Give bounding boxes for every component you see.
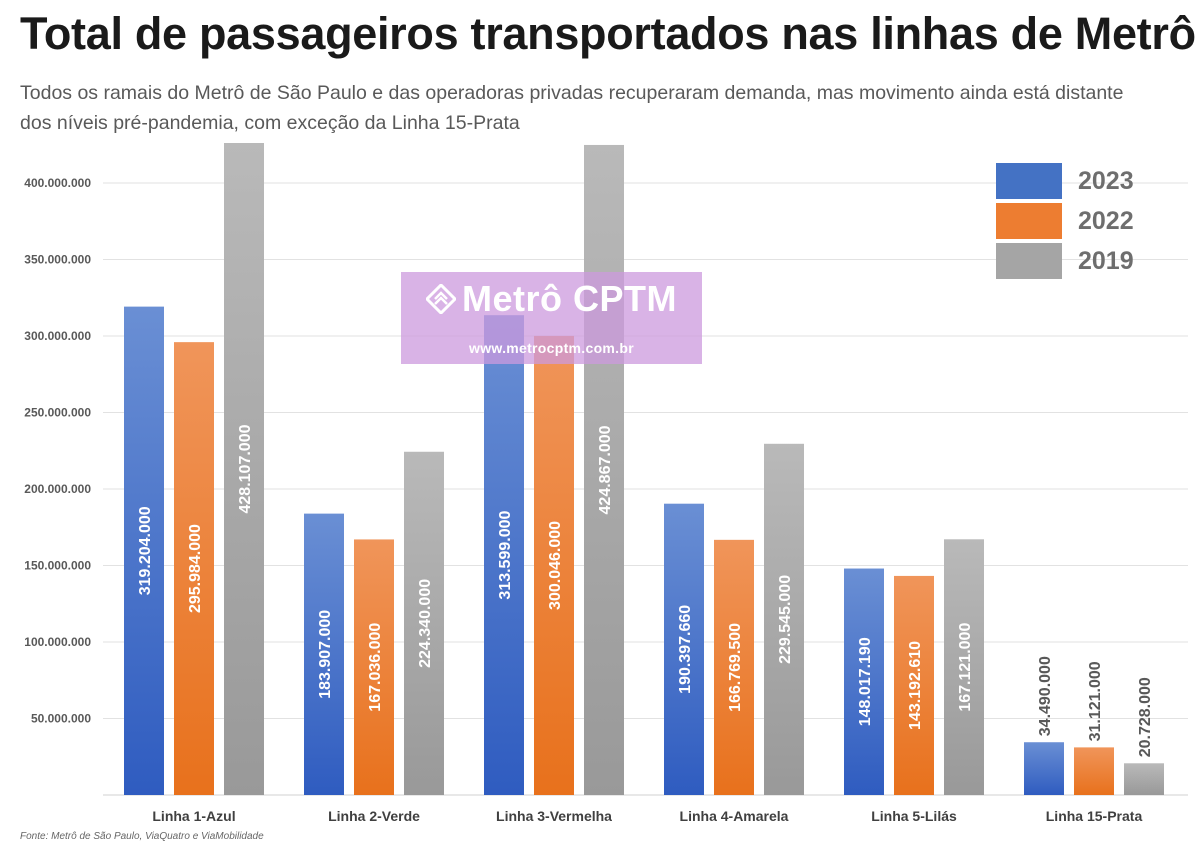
data-label-2019: 428.107.000 [237, 424, 254, 513]
bar-2022 [714, 539, 754, 795]
y-tick-label: 100.000.000 [24, 635, 91, 649]
bar-2019 [404, 451, 444, 795]
data-label-2019: 167.121.000 [957, 623, 974, 712]
chart-legend: 2023 2022 2019 [996, 163, 1176, 283]
metro-logo-icon [426, 284, 456, 314]
x-category-label: Linha 15-Prata [1046, 808, 1143, 824]
chart-title: Total de passageiros transportados nas l… [20, 8, 1196, 59]
data-label-2023: 313.599.000 [497, 511, 514, 600]
x-category-label: Linha 3-Vermelha [496, 808, 612, 824]
bar-2023 [124, 306, 164, 795]
bar-2019 [1124, 763, 1164, 795]
legend-item-2022: 2022 [996, 203, 1176, 243]
bar-2022 [1074, 747, 1114, 795]
bar-2022 [174, 342, 214, 795]
legend-label-2019: 2019 [1078, 247, 1134, 275]
chart-area: 50.000.000 100.000.000 150.000.000 200.000.… [0, 137, 1188, 830]
data-label-2023: 190.397.660 [677, 605, 694, 694]
legend-label-2023: 2023 [1078, 167, 1134, 195]
bar-2022 [894, 575, 934, 795]
watermark-brand: Metrô CPTM [462, 278, 677, 319]
legend-swatch-2019 [996, 243, 1062, 279]
source-note: Fonte: Metrô de São Paulo, ViaQuatro e V… [20, 831, 264, 842]
bar-2023 [844, 568, 884, 795]
bar-2023 [484, 315, 524, 795]
x-category-label: Linha 4-Amarela [680, 808, 789, 824]
bar-2019 [224, 143, 264, 795]
y-tick-label: 200.000.000 [24, 482, 91, 496]
y-tick-label: 350.000.000 [24, 253, 91, 267]
data-label-2019: 229.545.000 [777, 575, 794, 664]
legend-label-2022: 2022 [1078, 207, 1134, 235]
data-label-2022: 31.121.000 [1087, 661, 1104, 741]
y-tick-label: 400.000.000 [24, 176, 91, 190]
data-label-2022: 167.036.000 [367, 623, 384, 712]
bar-2019 [944, 539, 984, 795]
y-tick-label: 150.000.000 [24, 559, 91, 573]
data-label-2019: 20.728.000 [1137, 677, 1154, 757]
bar-chart: 50.000.000 100.000.000 150.000.000 200.000.… [24, 143, 1188, 824]
x-category-label: Linha 2-Verde [328, 808, 420, 824]
y-tick-label: 300.000.000 [24, 329, 91, 343]
data-label-2019: 224.340.000 [417, 579, 434, 668]
legend-item-2023: 2023 [996, 163, 1176, 203]
x-category-label: Linha 1-Azul [152, 808, 235, 824]
watermark-brand-row: Metrô CPTM [401, 278, 702, 320]
bar-2022 [354, 539, 394, 795]
data-label-2023: 319.204.000 [137, 506, 154, 595]
legend-item-2019: 2019 [996, 243, 1176, 283]
data-label-2022: 295.984.000 [187, 524, 204, 613]
bar-2019 [764, 443, 804, 795]
data-label-2023: 148.017.190 [857, 637, 874, 726]
data-label-2022: 166.769.500 [727, 623, 744, 712]
data-label-2023: 34.490.000 [1037, 656, 1054, 736]
watermark: Metrô CPTM www.metrocptm.com.br [401, 272, 702, 364]
bar-2019 [584, 144, 624, 795]
bar-2023 [664, 503, 704, 795]
chart-subtitle: Todos os ramais do Metrô de São Paulo e … [20, 82, 1124, 134]
data-label-2019: 424.867.000 [597, 425, 614, 514]
bar-2022 [534, 335, 574, 795]
data-label-2023: 183.907.000 [317, 610, 334, 699]
data-label-2022: 143.192.610 [907, 641, 924, 730]
legend-swatch-2022 [996, 203, 1062, 239]
y-tick-label: 50.000.000 [31, 712, 91, 726]
data-label-2022: 300.046.000 [547, 521, 564, 610]
watermark-url: www.metrocptm.com.br [469, 340, 634, 356]
y-tick-label: 250.000.000 [24, 406, 91, 420]
legend-swatch-2023 [996, 163, 1062, 199]
bar-2023 [1024, 742, 1064, 795]
x-category-label: Linha 5-Lilás [871, 808, 957, 824]
bar-2023 [304, 513, 344, 795]
